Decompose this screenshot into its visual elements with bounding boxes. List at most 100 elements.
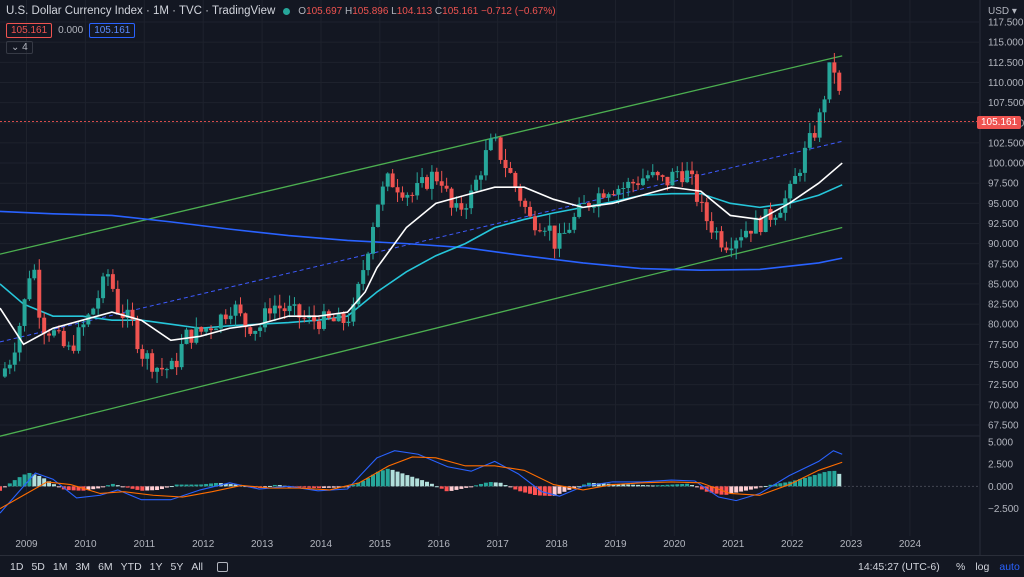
candle-body <box>807 133 812 148</box>
candle-body <box>611 194 616 196</box>
macd-histogram-bar <box>660 485 665 487</box>
macd-histogram-bar <box>424 481 429 487</box>
time-tick-label: 2023 <box>840 539 863 550</box>
percent-toggle[interactable]: % <box>956 560 966 573</box>
candle-body <box>817 112 822 138</box>
candle-body <box>822 99 827 113</box>
macd-histogram-bar <box>174 484 179 487</box>
chart-header: U.S. Dollar Currency Index · 1M · TVC · … <box>6 5 556 17</box>
candle-body <box>562 232 567 234</box>
macd-histogram-bar <box>125 486 130 488</box>
macd-histogram-bar <box>513 486 518 490</box>
macd-histogram-bar <box>96 486 101 489</box>
chevron-down-icon: ⌄ <box>11 42 20 53</box>
macd-histogram-bar <box>586 482 591 487</box>
macd-histogram-bar <box>204 483 209 487</box>
candle-body <box>469 190 474 209</box>
macd-histogram-bar <box>783 482 788 487</box>
range-6m[interactable]: 6M <box>98 560 113 573</box>
macd-histogram-bar <box>194 484 199 487</box>
auto-toggle[interactable]: auto <box>999 560 1020 573</box>
macd-histogram-bar <box>400 473 405 487</box>
candle-body <box>366 253 371 271</box>
ma-value-2[interactable]: 0.000 <box>58 25 84 36</box>
log-toggle[interactable]: log <box>975 560 990 573</box>
price-tick-label: 92.500 <box>988 219 1019 230</box>
candle-body <box>2 368 7 377</box>
range-5y[interactable]: 5Y <box>170 560 184 573</box>
indicator-collapse-toggle[interactable]: ⌄ 4 <box>6 41 33 54</box>
macd-histogram-bar <box>675 484 680 487</box>
ma-value-3[interactable]: 105.161 <box>89 23 136 38</box>
candle-body <box>631 181 636 184</box>
candle-body <box>66 345 71 347</box>
change-value: −0.712 (−0.67%) <box>481 5 556 17</box>
candle-body <box>572 216 577 230</box>
candle-body <box>179 343 184 368</box>
macd-histogram-bar <box>56 486 61 488</box>
macd-histogram-bar <box>233 484 238 487</box>
candle-body <box>601 193 606 198</box>
macd-histogram-bar <box>798 479 802 487</box>
macd-histogram-bar <box>547 486 552 496</box>
range-1m[interactable]: 1M <box>52 560 68 573</box>
price-tick-label: 90.000 <box>988 239 1019 250</box>
macd-histogram-bar <box>650 485 655 487</box>
candle-body <box>709 221 714 233</box>
candle-body <box>655 171 660 176</box>
symbol-title[interactable]: U.S. Dollar Currency Index · 1M · TVC · … <box>6 5 276 17</box>
price-tick-label: 82.500 <box>988 300 1019 311</box>
low-value: 104.113 <box>396 5 433 17</box>
range-1d[interactable]: 1D <box>10 560 24 573</box>
candle-body <box>474 179 479 191</box>
range-5d[interactable]: 5D <box>31 560 45 573</box>
candle-body <box>518 186 523 201</box>
macd-histogram-bar <box>523 486 528 493</box>
candle-body <box>621 187 626 189</box>
time-tick-label: 2017 <box>487 539 510 550</box>
time-tick-label: 2018 <box>545 539 568 550</box>
candle-body <box>640 178 645 185</box>
clock-time[interactable]: 14:45:27 (UTC-6) <box>858 560 940 573</box>
macd-histogram-bar <box>626 484 631 487</box>
ma-value-1[interactable]: 105.161 <box>6 23 53 38</box>
macd-histogram-bar <box>680 484 685 487</box>
calendar-icon[interactable] <box>217 561 229 572</box>
macd-histogram-bar <box>572 486 577 488</box>
macd-histogram-bar <box>739 486 744 492</box>
candle-body <box>434 171 439 182</box>
range-ytd[interactable]: YTD <box>120 560 142 573</box>
macd-histogram-bar <box>159 486 164 490</box>
macd-histogram-bar <box>272 484 277 487</box>
macd-histogram-bar <box>326 486 331 488</box>
candle-body <box>744 230 749 238</box>
candle-body <box>130 309 135 320</box>
candle-body <box>91 308 96 315</box>
macd-histogram-bar <box>640 485 645 487</box>
time-tick-label: 2009 <box>15 539 38 550</box>
candle-body <box>228 315 233 320</box>
range-3m[interactable]: 3M <box>75 560 91 573</box>
currency-selector[interactable]: USD ▾ <box>988 6 1017 17</box>
channel-lower-line <box>0 226 843 437</box>
candle-body <box>498 137 503 160</box>
range-1y[interactable]: 1Y <box>149 560 163 573</box>
macd-histogram-bar <box>213 482 218 487</box>
candle-body <box>159 367 164 370</box>
candle-body <box>135 319 140 350</box>
candle-body <box>204 328 209 332</box>
macd-histogram-bar <box>115 485 120 487</box>
macd-histogram-bar <box>37 475 42 487</box>
macd-histogram-bar <box>361 480 366 487</box>
macd-histogram-bar <box>449 486 454 491</box>
candle-body <box>424 177 429 189</box>
candle-body <box>56 330 61 332</box>
open-value: 105.697 <box>306 5 343 17</box>
macd-histogram-bar <box>321 486 326 488</box>
candle-body <box>32 269 37 279</box>
range-all[interactable]: All <box>191 560 204 573</box>
candle-body <box>375 204 380 227</box>
macd-line <box>0 450 843 514</box>
time-tick-label: 2015 <box>369 539 392 550</box>
